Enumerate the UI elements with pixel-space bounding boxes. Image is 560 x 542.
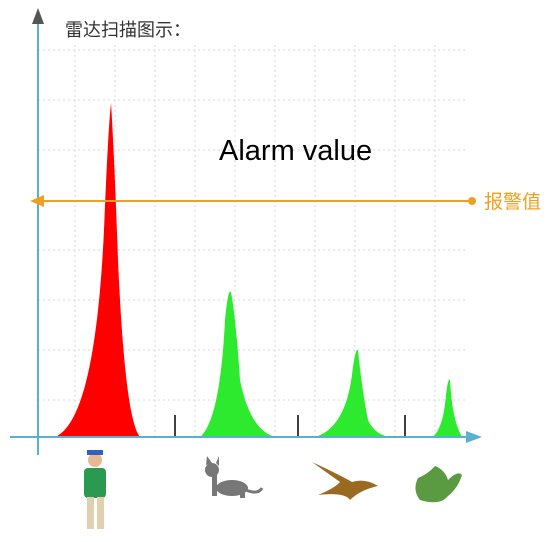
person-icon <box>84 450 106 529</box>
peak-cat <box>200 292 275 437</box>
title: 雷达扫描图示： <box>65 20 191 41</box>
alarm-line <box>30 195 476 207</box>
peak-plant <box>432 380 462 437</box>
radar-diagram: 雷达扫描图示： Alarm value 报警值 <box>0 0 560 542</box>
axes <box>10 8 482 455</box>
bird-icon <box>312 462 378 500</box>
cat-icon <box>205 456 262 498</box>
annotation: Alarm value <box>219 135 372 167</box>
peak-bird <box>315 350 390 437</box>
plant-icon <box>415 466 462 502</box>
peak-person <box>55 103 140 437</box>
alarm-label: 报警值 <box>484 191 541 213</box>
